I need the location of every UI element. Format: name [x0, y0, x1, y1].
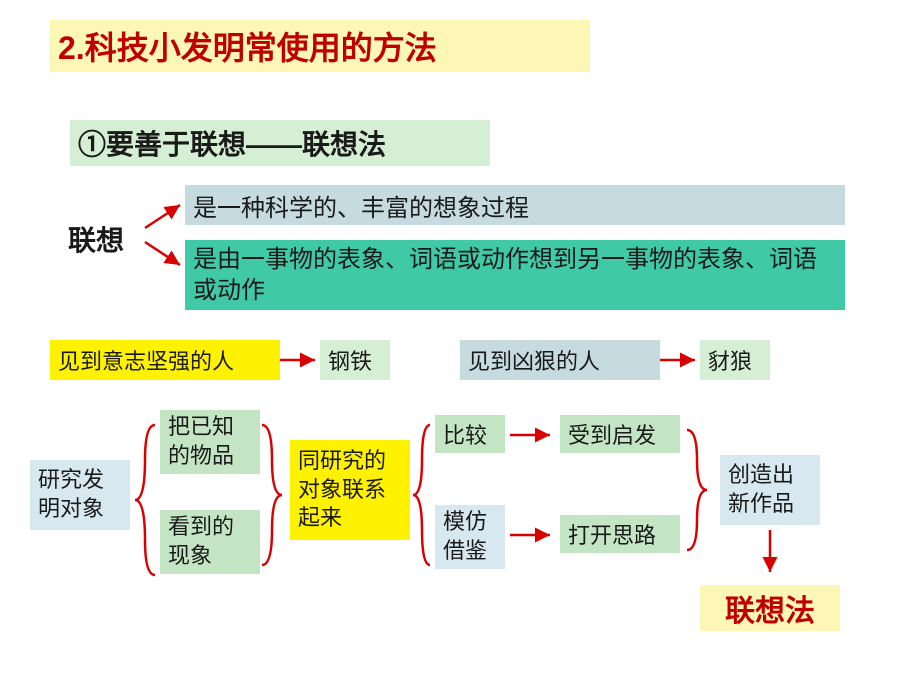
- flow-e1: 受到启发: [560, 415, 680, 453]
- arrow-f-result: [760, 530, 780, 580]
- arrow-lianxiang-def1: [145, 200, 185, 230]
- flow-a: 研究发明对象: [30, 460, 130, 530]
- lianxiang-label: 联想: [60, 215, 150, 263]
- definition-2: 是由一事物的表象、词语或动作想到另一事物的表象、词语或动作: [185, 240, 845, 310]
- brace-b-c: [260, 420, 290, 570]
- subtitle: ①要善于联想——联想法: [70, 120, 490, 166]
- flow-b1: 把已知的物品: [160, 410, 260, 474]
- ex2-source: 见到凶狠的人: [460, 340, 660, 380]
- ex1-source: 见到意志坚强的人: [50, 340, 280, 380]
- ex1-target: 钢铁: [320, 340, 390, 380]
- brace-a-b: [130, 420, 160, 580]
- definition-1: 是一种科学的、丰富的想象过程: [185, 185, 845, 225]
- arrow-lianxiang-def2: [145, 240, 185, 270]
- arrow-ex2: [660, 350, 700, 370]
- flow-d2: 模仿借鉴: [435, 505, 505, 569]
- flow-b2: 看到的现象: [160, 510, 260, 574]
- flow-f: 创造出新作品: [720, 455, 820, 525]
- arrow-d1-e1: [510, 425, 555, 445]
- ex2-target: 豺狼: [700, 340, 770, 380]
- flow-c: 同研究的对象联系起来: [290, 440, 410, 540]
- arrow-ex1: [280, 350, 320, 370]
- arrow-d2-e2: [510, 525, 555, 545]
- brace-c-d: [410, 420, 435, 570]
- brace-e-f: [685, 420, 715, 560]
- flow-e2: 打开思路: [560, 515, 680, 553]
- flow-result: 联想法: [700, 585, 840, 631]
- page-title: 2.科技小发明常使用的方法: [50, 20, 590, 72]
- flow-d1: 比较: [435, 415, 505, 453]
